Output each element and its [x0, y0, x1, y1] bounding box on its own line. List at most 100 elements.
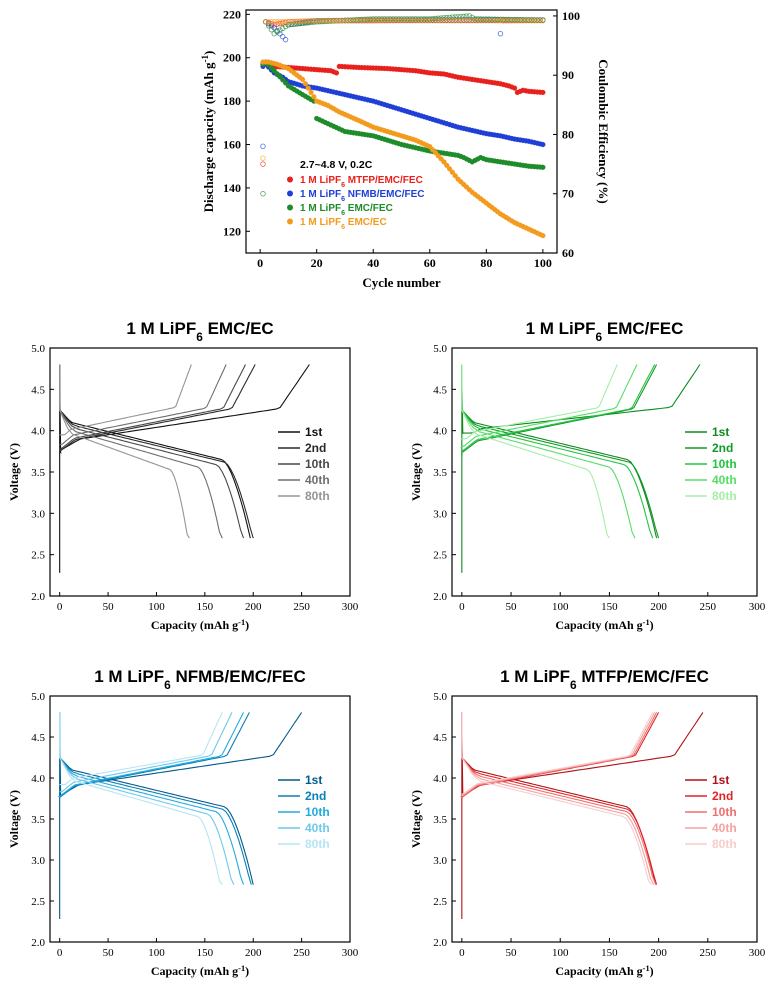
charge-curve-2nd [59, 364, 256, 453]
x-tick-label: 300 [342, 601, 359, 613]
ce-point [444, 14, 450, 21]
y-tick-label: 5.0 [433, 691, 447, 703]
ce-point [421, 16, 427, 22]
ce-point [373, 16, 379, 22]
ce-point [480, 17, 487, 24]
ce-point [500, 17, 506, 24]
ce-point [271, 31, 277, 37]
ce-point [364, 17, 371, 24]
discharge-curve-80th [59, 712, 223, 885]
legend-label: 1 M LiPF6 EMC/FEC [300, 203, 393, 217]
capacity-point [305, 85, 311, 91]
x-tick-label: 50 [103, 947, 115, 959]
ce-point [410, 17, 416, 24]
legend-label: 40th [305, 821, 330, 835]
ce-point [308, 19, 314, 26]
voltage-chart-emc-fec: 1 M LiPF6 EMC/FEC 0 50 100 150 200 250 300 2.0 2.… [409, 319, 766, 632]
ce-point [509, 17, 515, 24]
y-tick-label: 2.5 [433, 550, 447, 562]
ce-point [277, 27, 283, 33]
discharge-curve-40th [461, 364, 636, 539]
plot-frame [49, 347, 351, 597]
charge-curve-1st [461, 364, 701, 573]
ce-point [350, 17, 357, 24]
ce-point [260, 161, 266, 167]
x-tick-label: 60 [424, 256, 436, 270]
ce-point [455, 17, 461, 24]
ce-point [427, 17, 433, 24]
y-tick-label: 3.5 [31, 467, 45, 479]
capacity-point [446, 166, 453, 172]
ce-point [528, 17, 535, 24]
ce-point [418, 16, 424, 22]
ce-point [410, 16, 416, 22]
charge-curve-10th [461, 712, 658, 798]
ce-point [260, 143, 266, 150]
x-axis-label: Capacity (mAh g-1) [151, 964, 249, 979]
ce-point [390, 16, 396, 22]
ce-point [455, 14, 461, 20]
ce-point [395, 17, 402, 24]
x-tick-label: 200 [245, 947, 262, 959]
x-tick-label: 300 [749, 947, 766, 959]
ce-point [497, 17, 504, 24]
ce-point [299, 18, 306, 24]
ce-point [404, 17, 410, 24]
ce-point [379, 16, 385, 22]
charge-curve-1st [57, 712, 303, 920]
capacity-point [302, 81, 308, 87]
ce-point [362, 17, 368, 24]
ce-point [285, 19, 292, 25]
panel-title: 1 M LiPF6 NFMB/EMC/FEC [94, 667, 306, 692]
legend-marker [287, 204, 293, 211]
ce-point [288, 21, 294, 28]
discharge-curve-40th [461, 712, 655, 885]
charge-curve-2nd [59, 712, 250, 799]
capacity-point [540, 89, 546, 96]
x-tick-label: 200 [650, 947, 667, 959]
ce-point [486, 17, 492, 24]
y-tick-label: 3.5 [433, 814, 447, 826]
ce-point [319, 17, 326, 24]
ce-point [393, 16, 399, 22]
ce-point [311, 18, 317, 24]
legend-marker [287, 190, 293, 197]
ce-point [393, 17, 399, 24]
ce-point [444, 17, 450, 24]
discharge-curve-80th [461, 364, 610, 539]
ce-point [376, 16, 382, 22]
ce-point [415, 16, 422, 22]
charge-curve-2nd [461, 364, 658, 456]
x-tick-label: 0 [57, 601, 63, 613]
y-tick-label: 4.5 [31, 384, 45, 396]
ce-point [305, 18, 311, 24]
ce-point [347, 17, 354, 24]
ce-point [291, 18, 297, 25]
ce-point [429, 17, 436, 24]
legend-label: 2nd [305, 789, 326, 803]
discharge-curve-40th [59, 364, 223, 539]
legend-label: 2nd [712, 789, 733, 803]
ce-point [401, 17, 408, 24]
x-tick-label: 150 [197, 947, 214, 959]
ce-point [333, 17, 340, 24]
x-tick-label: 0 [459, 947, 465, 959]
ce-point [342, 17, 348, 24]
ce-point [308, 18, 314, 24]
x-axis-label: Capacity (mAh g-1) [555, 964, 653, 979]
legend-label: 40th [712, 821, 737, 835]
legend-label: 10th [305, 457, 330, 471]
ce-point [367, 16, 374, 22]
discharge-curve-40th [59, 712, 235, 885]
ce-point [260, 155, 266, 161]
ce-point [376, 17, 382, 24]
charge-curve-1st [459, 712, 704, 920]
ce-point [401, 16, 408, 22]
ce-point [384, 17, 391, 24]
legend-marker [287, 176, 293, 183]
legend-label: 40th [305, 473, 330, 487]
y-axis-label: Voltage (V) [409, 443, 423, 501]
legend-label: 40th [712, 473, 737, 487]
x-tick-label: 40 [367, 256, 379, 270]
